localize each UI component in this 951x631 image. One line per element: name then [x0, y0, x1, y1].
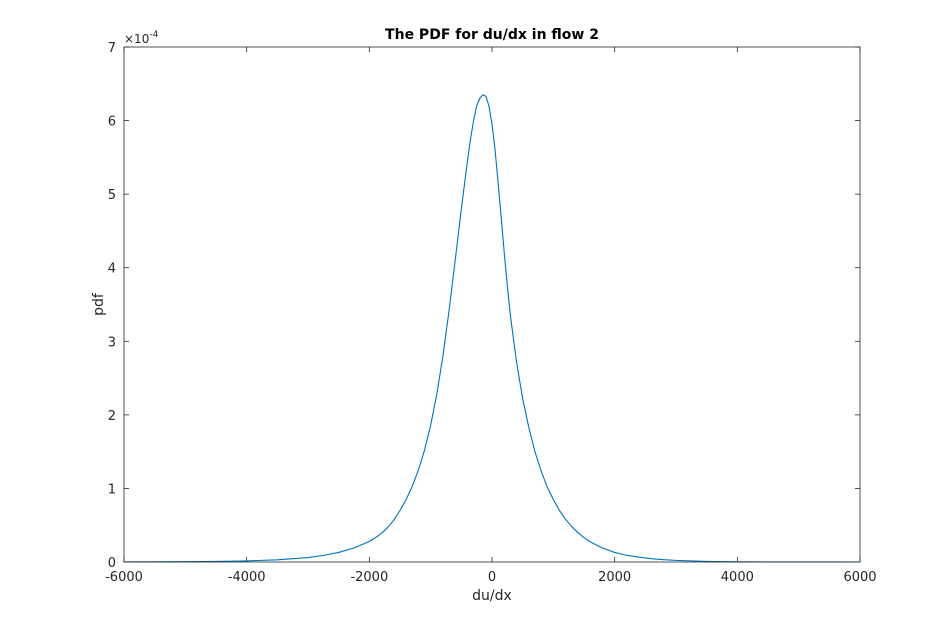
y-tick-label: 3: [108, 335, 116, 350]
x-tick-label: -6000: [105, 570, 143, 585]
y-tick-label: 6: [108, 115, 116, 130]
plot-frame: [123, 46, 861, 563]
y-tick-labels: 0 1 2 3 4 5 6 7: [108, 41, 116, 571]
y-axis-multiplier-base: ×10: [124, 32, 149, 46]
pdf-curve-line: [123, 94, 861, 563]
y-tick-label: 7: [108, 41, 116, 56]
y-tick-label: 1: [108, 482, 116, 497]
y-axis-multiplier: ×10-4: [124, 30, 159, 46]
x-tick-label: 0: [488, 570, 496, 585]
y-axis-label: pdf: [91, 292, 107, 316]
chart-title: The PDF for du/dx in flow 2: [385, 27, 599, 43]
y-tick-label: 4: [108, 262, 116, 277]
y-tick-label: 2: [108, 409, 116, 424]
x-tick-label: -2000: [350, 570, 388, 585]
x-tick-label: -4000: [228, 570, 266, 585]
x-tick-label: 4000: [721, 570, 754, 585]
y-tick-label: 0: [108, 556, 116, 571]
y-axis-exponent: -4: [149, 30, 158, 40]
plot-area: [124, 47, 860, 562]
y-tick-label: 5: [108, 188, 116, 203]
x-tick-label: 2000: [598, 570, 631, 585]
x-tick-labels: -6000 -4000 -2000 0 2000 4000 6000: [105, 570, 876, 585]
x-axis-label: du/dx: [472, 588, 512, 604]
x-tick-label: 6000: [843, 570, 876, 585]
